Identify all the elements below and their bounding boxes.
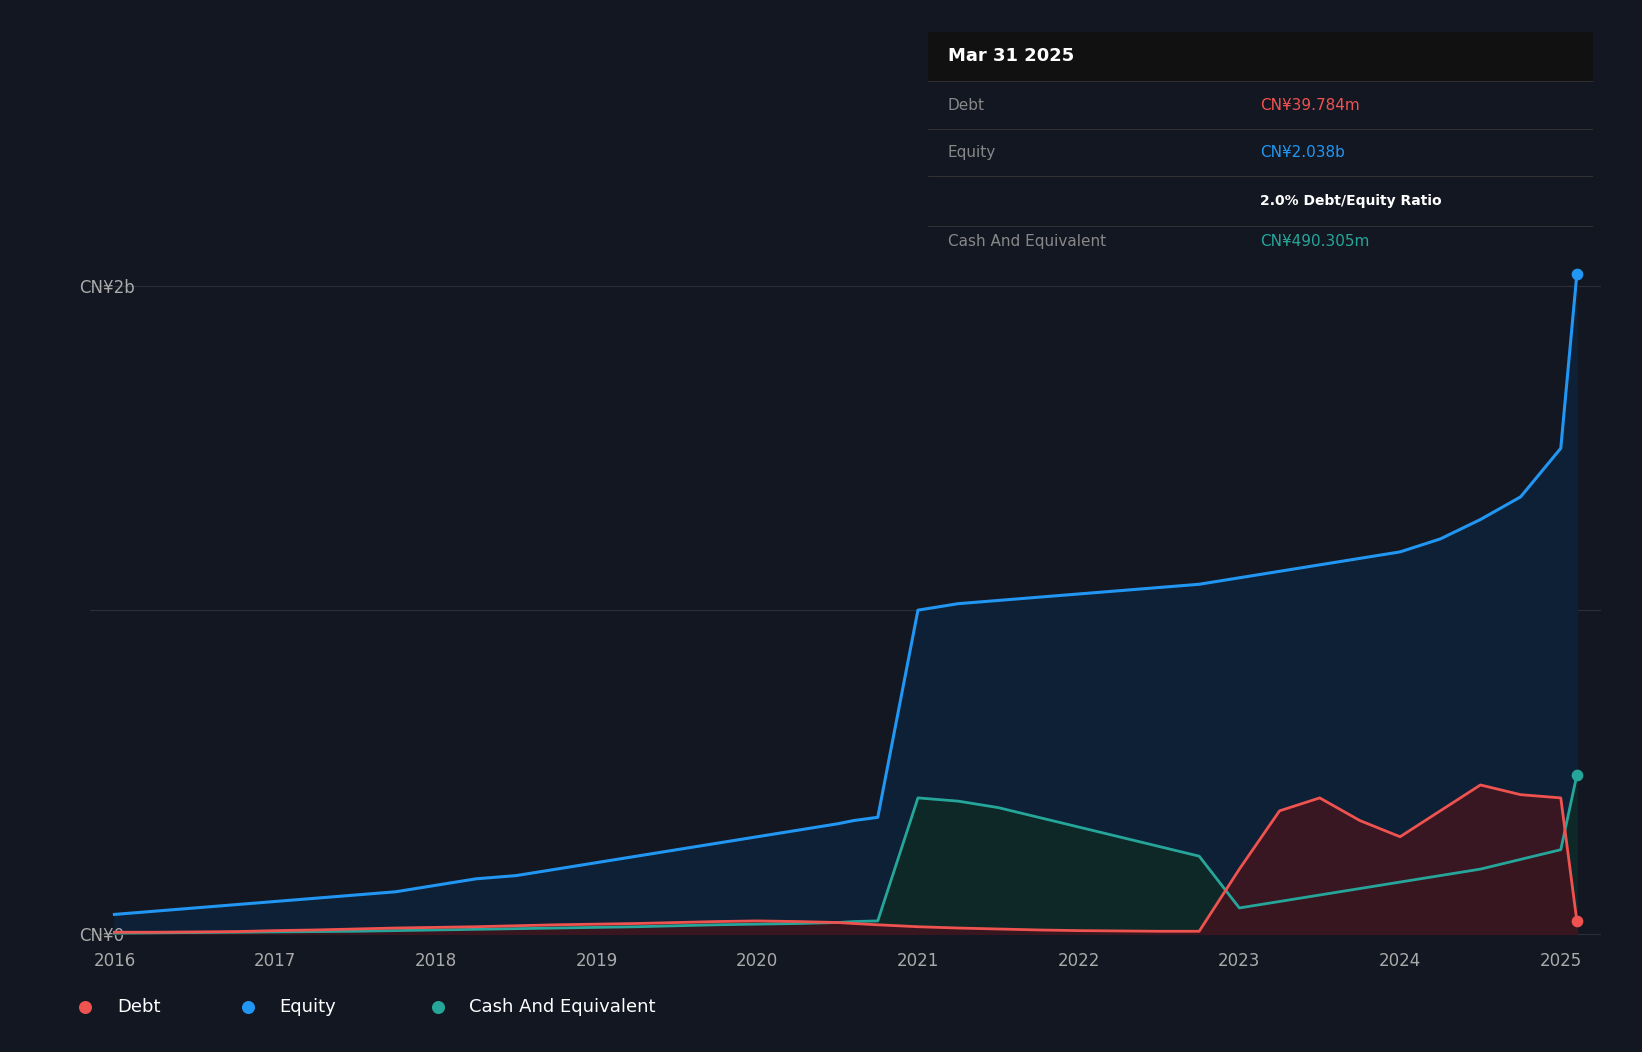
- Text: Debt: Debt: [117, 998, 161, 1016]
- Point: [1563, 767, 1589, 784]
- Text: Mar 31 2025: Mar 31 2025: [947, 47, 1074, 65]
- Text: CN¥39.784m: CN¥39.784m: [1261, 98, 1360, 113]
- Point: [72, 999, 99, 1016]
- Point: [235, 999, 261, 1016]
- Text: Equity: Equity: [947, 145, 997, 160]
- Text: Debt: Debt: [947, 98, 985, 113]
- Point: [424, 999, 450, 1016]
- Text: Cash And Equivalent: Cash And Equivalent: [470, 998, 655, 1016]
- Bar: [928, 32, 1593, 81]
- Text: Equity: Equity: [279, 998, 337, 1016]
- Text: 2.0% Debt/Equity Ratio: 2.0% Debt/Equity Ratio: [1261, 195, 1442, 208]
- Text: CN¥2.038b: CN¥2.038b: [1261, 145, 1345, 160]
- Text: CN¥490.305m: CN¥490.305m: [1261, 235, 1369, 249]
- Text: Cash And Equivalent: Cash And Equivalent: [947, 235, 1105, 249]
- Point: [1563, 912, 1589, 929]
- Point: [1563, 266, 1589, 283]
